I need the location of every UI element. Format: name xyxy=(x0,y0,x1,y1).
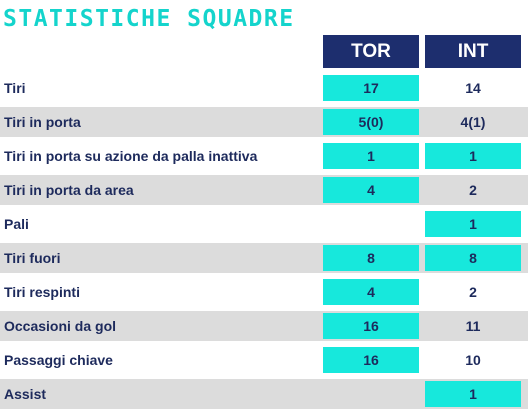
stat-value-home: 1 xyxy=(323,143,419,169)
stat-label: Passaggi chiave xyxy=(4,352,113,368)
stat-row: Tiri 17 14 xyxy=(0,73,528,103)
stat-label: Tiri in porta da area xyxy=(4,182,134,198)
stat-label: Tiri xyxy=(4,80,26,96)
stat-value-home: 16 xyxy=(323,313,419,339)
stat-row: Tiri fuori 8 8 xyxy=(0,243,528,273)
stat-row: Tiri in porta da area 4 2 xyxy=(0,175,528,205)
stat-row: Occasioni da gol 16 11 xyxy=(0,311,528,341)
stat-label: Occasioni da gol xyxy=(4,318,117,334)
stat-label: Tiri in porta su azione da palla inattiv… xyxy=(4,148,258,164)
stat-value-away: 2 xyxy=(469,284,477,300)
stat-value-home xyxy=(323,211,419,237)
stat-value-away: 1 xyxy=(425,143,521,169)
team-header-home: TOR xyxy=(323,35,419,68)
stat-value-home: 4 xyxy=(323,279,419,305)
stat-value-home: 17 xyxy=(323,75,419,101)
stat-value-home: 16 xyxy=(323,347,419,373)
stat-row: Tiri in porta su azione da palla inattiv… xyxy=(0,141,528,171)
stat-value-away: 1 xyxy=(425,381,521,407)
stat-value-away: 8 xyxy=(425,245,521,271)
stat-row: Assist 1 xyxy=(0,379,528,409)
stat-row: Tiri in porta 5(0) 4(1) xyxy=(0,107,528,137)
stat-value-away: 14 xyxy=(465,80,481,96)
stat-value-home: 5(0) xyxy=(323,109,419,135)
stat-value-home: 4 xyxy=(323,177,419,203)
page-title: STATISTICHE SQUADRE xyxy=(3,6,295,32)
stat-value-home xyxy=(323,381,419,407)
stat-row: Pali 1 xyxy=(0,209,528,239)
stat-value-away: 10 xyxy=(465,352,481,368)
stat-value-away: 11 xyxy=(465,318,481,334)
stat-label: Tiri in porta xyxy=(4,114,81,130)
team-header-away: INT xyxy=(425,35,521,68)
stat-value-away: 1 xyxy=(425,211,521,237)
stat-label: Tiri respinti xyxy=(4,284,80,300)
stat-row: Passaggi chiave 16 10 xyxy=(0,345,528,375)
stat-label: Assist xyxy=(4,386,47,402)
stat-value-home: 8 xyxy=(323,245,419,271)
stat-label: Tiri fuori xyxy=(4,250,61,266)
stat-value-away: 2 xyxy=(469,182,477,198)
stat-label: Pali xyxy=(4,216,29,232)
stat-value-away: 4(1) xyxy=(460,114,486,130)
stat-row: Tiri respinti 4 2 xyxy=(0,277,528,307)
